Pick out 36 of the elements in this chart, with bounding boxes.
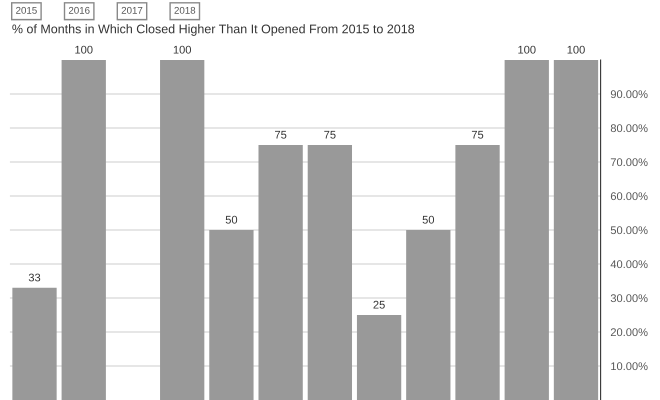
y-tick-label: 20.00% <box>610 328 648 336</box>
bar <box>356 315 402 400</box>
bar <box>455 145 500 400</box>
data-label: 50 <box>226 216 238 224</box>
data-label: 25 <box>373 300 385 309</box>
data-label: 75 <box>275 130 286 139</box>
data-label: 100 <box>518 46 536 54</box>
bar <box>62 60 106 400</box>
y-tick-label: 10.00% <box>611 362 648 370</box>
y-tick-label: 40.00% <box>610 260 648 268</box>
y-tick-label: 60.00% <box>610 192 648 200</box>
bar <box>406 230 450 400</box>
data-label: 100 <box>75 46 93 54</box>
data-label: 50 <box>422 216 434 224</box>
bar <box>308 145 352 400</box>
data-label: 100 <box>568 46 585 54</box>
bar <box>504 60 549 400</box>
bar <box>554 60 598 400</box>
text: 2017 <box>122 6 142 14</box>
text: 2015 <box>16 6 37 14</box>
y-tick-label: 30.00% <box>610 294 648 302</box>
data-label: 33 <box>28 274 40 282</box>
data-label: 75 <box>472 130 484 139</box>
text: 2016 <box>68 6 90 14</box>
y-tick-label: 90.00% <box>610 90 648 98</box>
data-label: 100 <box>174 46 192 54</box>
bar <box>12 288 57 400</box>
bar <box>160 60 204 400</box>
data-label: 75 <box>324 130 336 139</box>
y-tick-label: 80.00% <box>610 124 648 132</box>
text: 2018 <box>174 6 196 14</box>
bar <box>209 230 254 400</box>
bar <box>258 145 303 400</box>
y-tick-label: 50.00% <box>610 226 648 234</box>
chart-title: % of Months in Which Closed Higher Than It Opened From 2015 to 2018 <box>12 24 414 36</box>
y-tick-label: 70.00% <box>610 158 648 166</box>
